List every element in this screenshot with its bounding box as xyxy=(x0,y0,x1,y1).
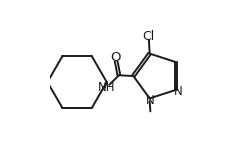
Text: Cl: Cl xyxy=(141,30,154,43)
Text: NH: NH xyxy=(98,81,115,94)
Text: O: O xyxy=(110,51,120,64)
Text: N: N xyxy=(145,94,154,107)
Text: N: N xyxy=(174,85,182,98)
